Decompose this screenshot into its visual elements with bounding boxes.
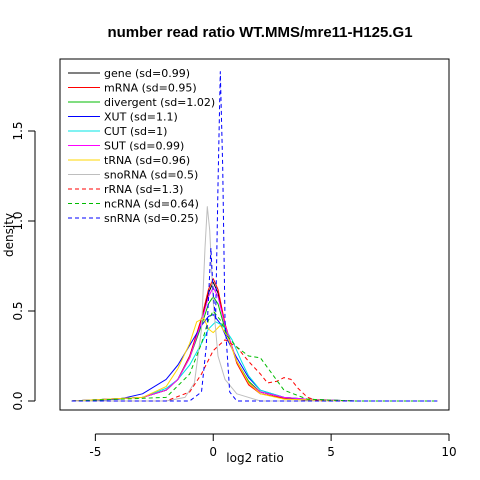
x-axis-label: log2 ratio	[226, 451, 283, 465]
series-line-7	[71, 206, 438, 402]
legend-entry-10: snRNA (sd=0.25)	[104, 212, 199, 225]
legend-entry-1: mRNA (sd=0.95)	[104, 82, 197, 95]
series-layer	[71, 71, 438, 402]
series-line-5	[71, 287, 438, 402]
x-tick-label: 10	[441, 445, 456, 459]
legend-entry-2: divergent (sd=1.02)	[104, 96, 215, 109]
y-axis-label: density	[2, 213, 16, 257]
plot-frame	[59, 58, 450, 411]
legend-entry-6: tRNA (sd=0.96)	[104, 154, 190, 167]
x-tick-label: 5	[327, 445, 335, 459]
series-line-6	[71, 317, 438, 402]
legend-entry-7: snoRNA (sd=0.5)	[104, 169, 198, 182]
series-line-2	[71, 296, 438, 402]
x-tick-label: 0	[209, 445, 217, 459]
series-line-9	[71, 310, 438, 402]
legend-entry-3: XUT (sd=1.1)	[104, 111, 178, 124]
legend-entry-9: ncRNA (sd=0.64)	[104, 198, 199, 211]
series-line-10	[71, 71, 438, 402]
legend-entry-8: rRNA (sd=1.3)	[104, 183, 183, 196]
legend-entry-0: gene (sd=0.99)	[104, 67, 190, 80]
y-tick-label: 1.5	[11, 121, 25, 140]
series-line-8	[71, 339, 438, 402]
x-tick-label: -5	[89, 445, 101, 459]
legend-entry-5: SUT (sd=0.99)	[104, 140, 184, 153]
y-tick-label: 0.5	[11, 301, 25, 320]
axis-layer: -5 0 5 10 0.0 0.5 1.0 1.5	[11, 121, 457, 459]
y-tick-label: 0.0	[11, 391, 25, 410]
chart-title: number read ratio WT.MMS/mre11-H125.G1	[107, 24, 412, 41]
legend: gene (sd=0.99) mRNA (sd=0.95)divergent (s…	[68, 67, 215, 225]
y-tick-label: 1.0	[11, 211, 25, 230]
legend-entry-4: CUT (sd=1)	[104, 125, 167, 138]
